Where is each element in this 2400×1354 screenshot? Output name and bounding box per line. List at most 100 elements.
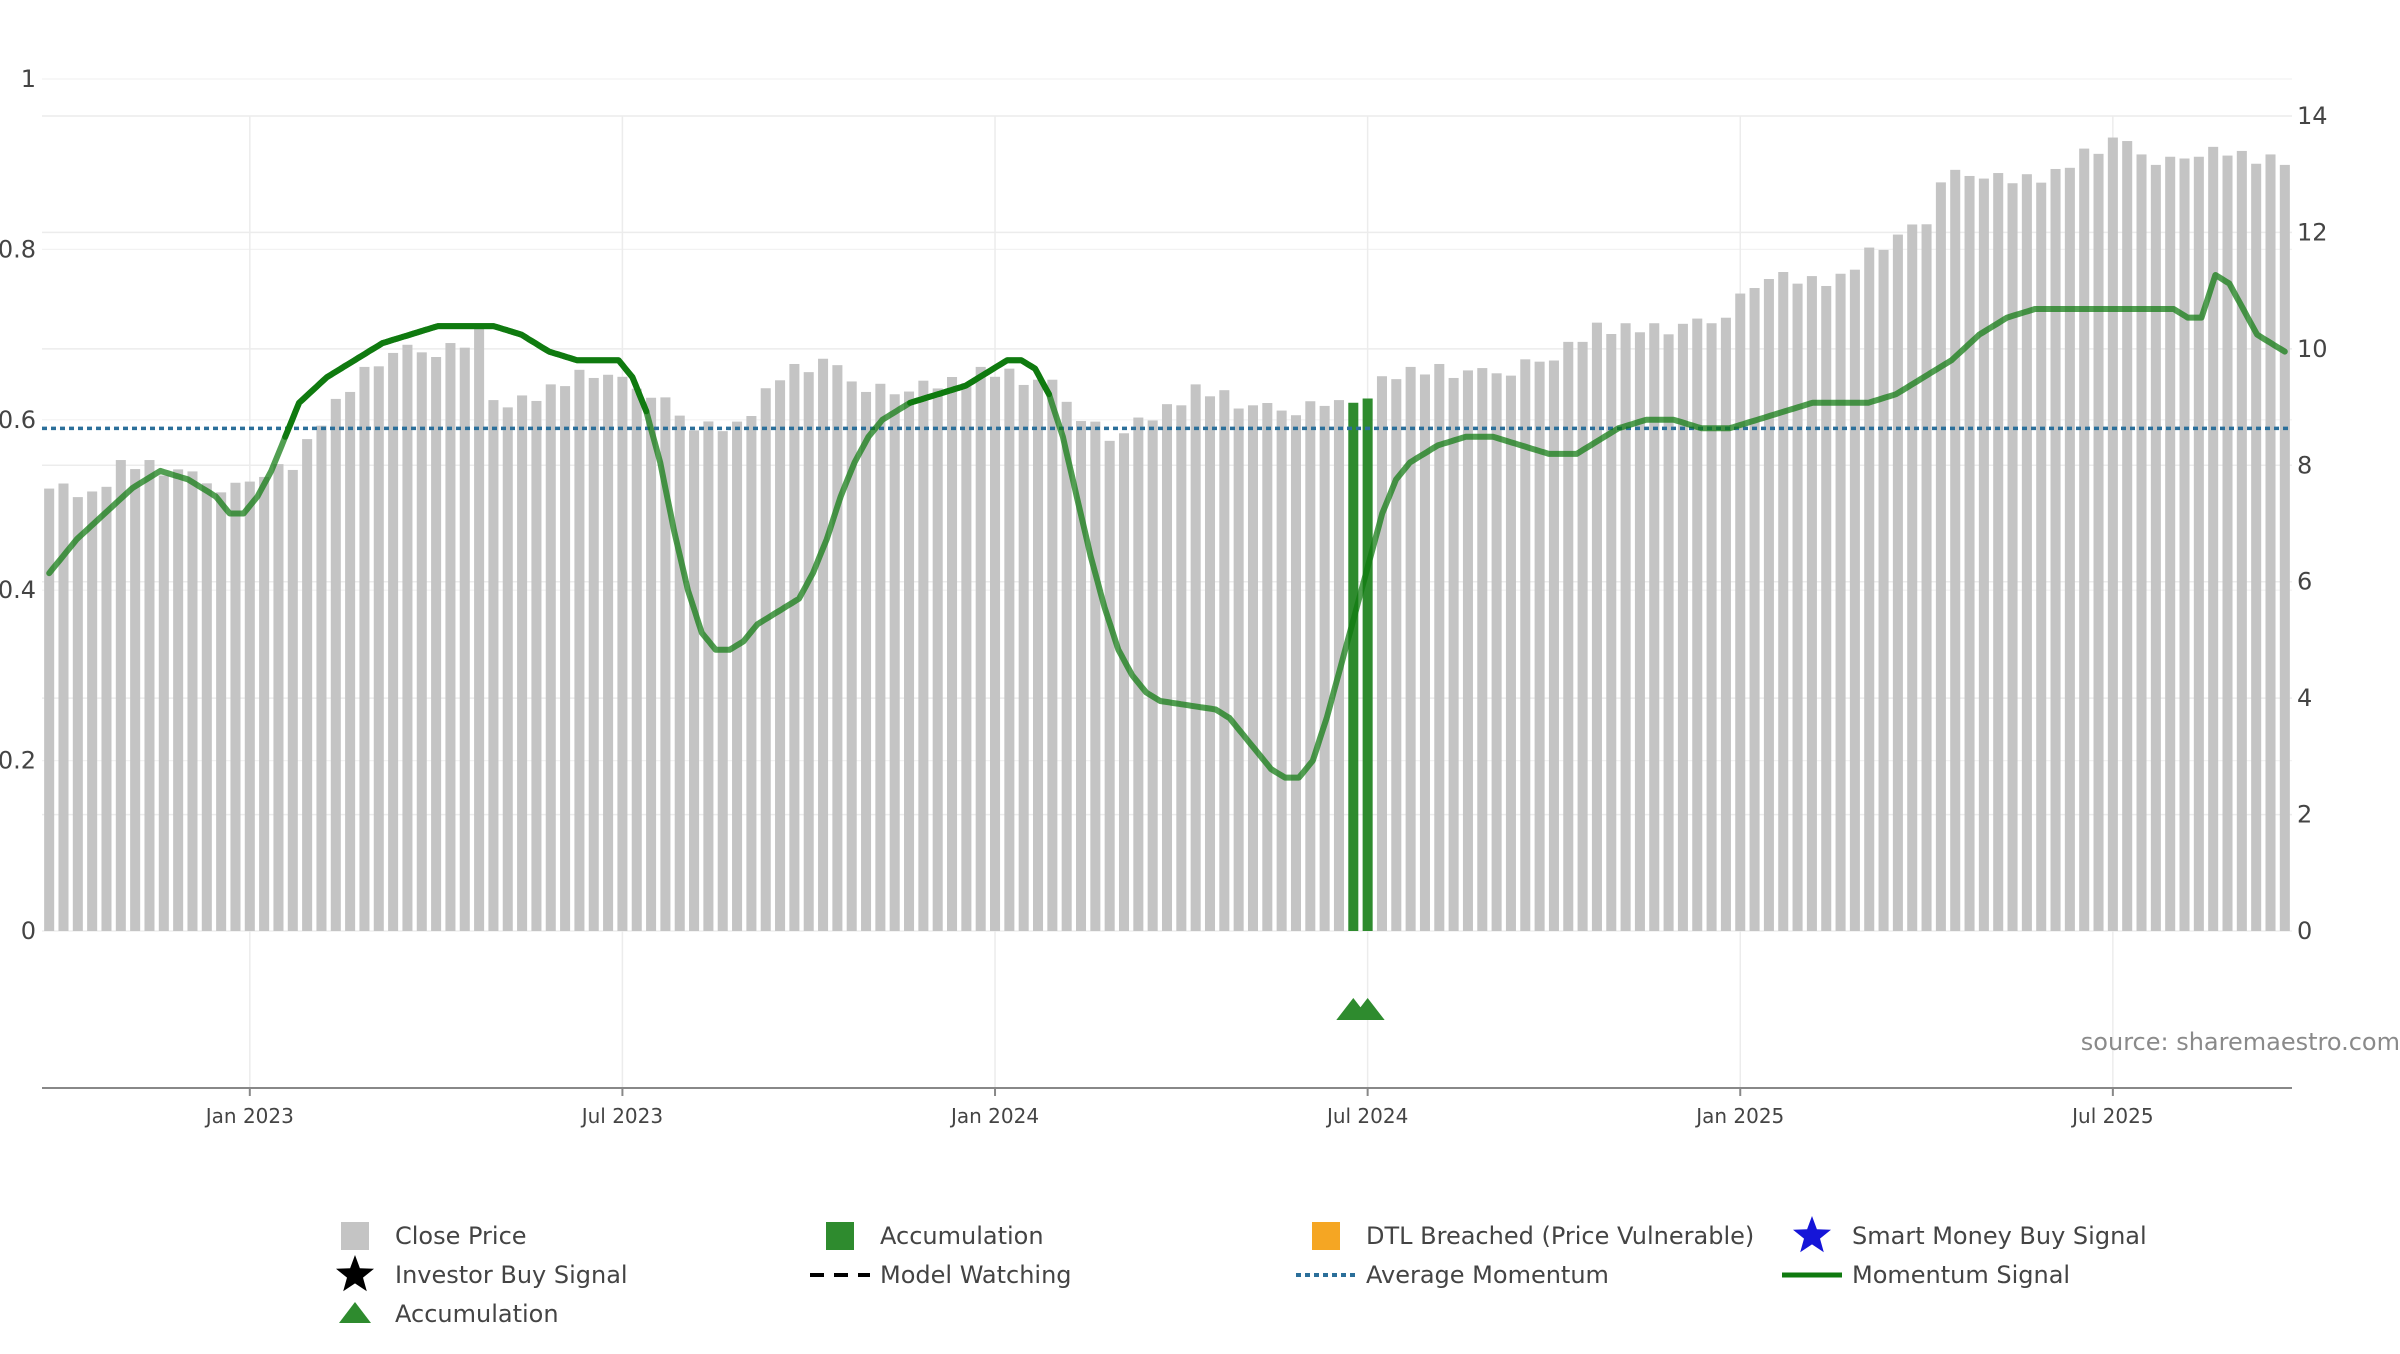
close-price-bar	[918, 380, 929, 932]
momentum-signal-strong-segment	[282, 323, 650, 440]
momentum-signal-strong-segment	[907, 357, 1052, 406]
right-axis-tick: 2	[2297, 801, 2312, 829]
close-price-bar	[2064, 167, 2075, 931]
close-price-bar	[1319, 405, 1330, 932]
close-price-bar	[1749, 288, 1760, 932]
close-price-bar	[115, 460, 126, 931]
close-price-bar	[1233, 408, 1244, 931]
close-price-bar	[459, 347, 470, 931]
close-price-bar	[502, 407, 513, 931]
close-price-bar	[1907, 224, 1918, 931]
x-axis-tick-label: Jul 2025	[2070, 1104, 2153, 1128]
right-axis-tick: 0	[2297, 917, 2312, 945]
close-price-bar	[302, 439, 313, 931]
left-axis-tick: 0.2	[0, 747, 36, 775]
close-price-bar	[58, 483, 69, 931]
close-price-bar	[560, 386, 571, 932]
close-price-bar	[1061, 401, 1072, 931]
close-price-bar	[416, 352, 427, 932]
right-axis-tick: 4	[2297, 684, 2312, 712]
close-price-bar	[990, 376, 1001, 931]
legend-label: Accumulation	[395, 1300, 559, 1328]
close-price-bar	[603, 374, 614, 931]
close-price-bar	[818, 358, 829, 932]
close-price-bar	[1376, 376, 1387, 931]
close-price-bar	[1792, 283, 1803, 932]
legend-label: Average Momentum	[1366, 1261, 1609, 1289]
x-axis-tick-label: Jul 2023	[580, 1104, 663, 1128]
close-price-bar	[1520, 359, 1531, 932]
close-price-bar	[875, 383, 886, 931]
close-price-bar	[2122, 141, 2133, 931]
close-price-bar	[1176, 405, 1187, 931]
close-price-bar	[1692, 318, 1703, 932]
left-axis-tick: 0	[21, 917, 36, 945]
close-price-bar	[1491, 373, 1502, 931]
x-axis-tick-label: Jan 2024	[949, 1104, 1039, 1128]
close-price-bar	[144, 460, 155, 931]
close-price-bar	[574, 369, 585, 931]
close-price-bar	[1147, 420, 1158, 931]
close-price-bar	[1090, 421, 1101, 931]
accumulation-triangle-marker	[1350, 998, 1385, 1020]
close-price-bar	[1878, 249, 1889, 932]
x-axis-tick-label: Jan 2023	[204, 1104, 294, 1128]
close-price-bar	[1763, 279, 1774, 931]
source-label: source: sharemaestro.com	[2081, 1028, 2400, 1056]
close-price-bar	[373, 366, 384, 932]
close-price-bar	[732, 421, 743, 931]
legend-label: DTL Breached (Price Vulnerable)	[1366, 1222, 1754, 1250]
close-price-bar	[889, 394, 900, 931]
close-price-bar	[803, 372, 814, 932]
close-price-bar	[1964, 175, 1975, 932]
close-price-bar	[1577, 341, 1588, 931]
close-price-bar	[431, 357, 442, 931]
accumulation-triangle-icon	[339, 1302, 371, 1323]
close-price-bar	[2251, 163, 2262, 931]
close-price-bar	[588, 377, 599, 931]
close-price-bar	[760, 388, 771, 932]
close-price-bar	[1606, 334, 1617, 931]
momentum-signal-line-group	[46, 272, 2288, 781]
accumulation-legend-swatch	[826, 1222, 854, 1250]
close-price-bar	[961, 383, 972, 931]
close-price-bar	[947, 376, 958, 932]
close-price-bar	[158, 475, 169, 931]
close-price-bar	[1018, 384, 1029, 931]
close-price-bar	[1735, 293, 1746, 931]
close-price-bar	[1534, 361, 1545, 931]
close-price-bar	[488, 400, 499, 932]
close-price-bar	[359, 366, 370, 931]
legend: Close Price Accumulation DTL Breached (Pri…	[336, 1216, 2147, 1328]
close-price-bar	[2165, 156, 2176, 931]
close-price-bar	[1720, 317, 1731, 931]
accumulation-markers	[1336, 998, 1385, 1020]
close-price-bar	[1462, 370, 1473, 931]
close-price-bar	[1591, 322, 1602, 931]
close-price-bar	[1649, 323, 1660, 931]
close-price-bar	[717, 431, 728, 931]
close-price-bar	[1849, 269, 1860, 932]
close-price-bar	[2236, 150, 2247, 931]
close-price-bar	[330, 398, 341, 932]
close-price-bar	[1978, 178, 1989, 932]
legend-label: Model Watching	[880, 1261, 1072, 1289]
close-price-bar	[445, 343, 456, 931]
close-price-bar	[617, 376, 628, 931]
close-price-bar	[846, 381, 857, 931]
close-price-bar	[1663, 334, 1674, 931]
legend-label: Close Price	[395, 1222, 527, 1250]
close-price-bar	[689, 430, 700, 931]
legend-label: Accumulation	[880, 1222, 1044, 1250]
close-price-bars	[44, 137, 2290, 932]
right-axis-tick: 12	[2297, 218, 2328, 246]
close-price-bar	[259, 476, 270, 931]
right-axis-tick: 10	[2297, 335, 2328, 363]
close-price-bar	[904, 391, 915, 931]
close-price-bar	[316, 425, 327, 931]
right-axis-tick: 8	[2297, 451, 2312, 479]
close-price-bar	[531, 400, 542, 931]
legend-label: Momentum Signal	[1852, 1261, 2070, 1289]
